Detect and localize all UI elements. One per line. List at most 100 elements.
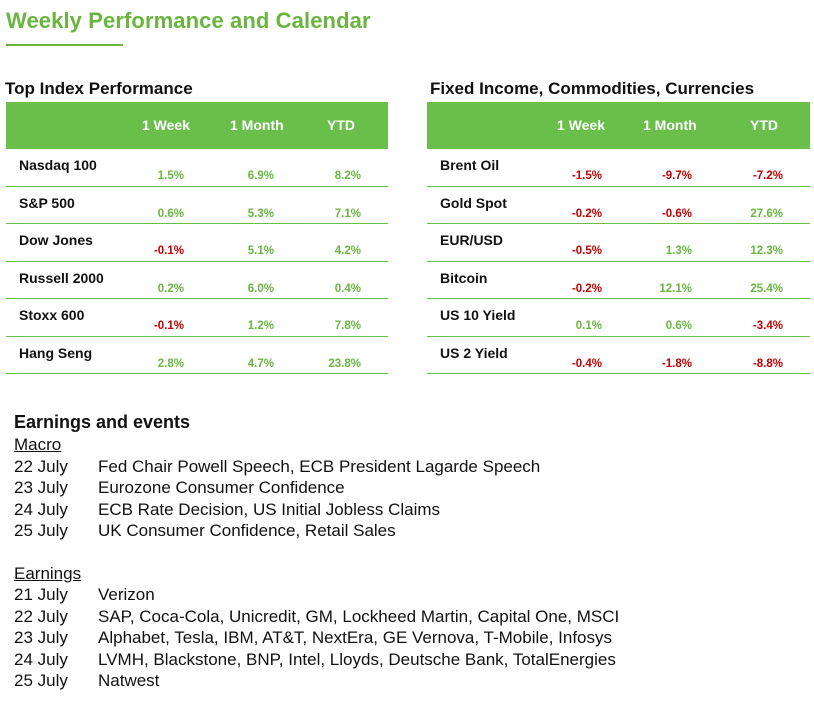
event-text: Eurozone Consumer Confidence (98, 478, 345, 497)
event-date: 23 July (14, 478, 68, 497)
value-1-month: 12.1% (659, 282, 692, 295)
row-name: Brent Oil (440, 157, 500, 173)
value-1-month: 4.7% (247, 357, 274, 370)
table-row: Stoxx 600 -0.1% 1.2% 7.8% (6, 299, 388, 337)
value-1-month: -9.7% (661, 170, 692, 182)
fixed-income-table: 1 Week 1 Month YTD Brent Oil -1.5% -9.7% -7… (427, 102, 810, 374)
value-1-month: 6.0% (247, 282, 274, 295)
value-1-month: 1.2% (247, 320, 274, 332)
list-item: 25 July Natwest (14, 670, 804, 692)
fixed-table-heading: Fixed Income, Commodities, Currencies (430, 79, 755, 98)
value-ytd: 7.8% (334, 320, 361, 332)
value-1-week: -0.4% (571, 357, 602, 370)
value-1-week: -0.5% (571, 245, 602, 257)
event-text: Fed Chair Powell Speech, ECB President L… (98, 456, 541, 476)
table-row: Dow Jones -0.1% 5.1% 4.2% (6, 224, 388, 262)
row-name: US 10 Yield (440, 307, 516, 323)
table-row: Russell 2000 0.2% 6.0% 0.4% (6, 262, 388, 299)
row-name: S&P 500 (19, 194, 75, 211)
row-name: Russell 2000 (19, 269, 104, 286)
value-1-month: 5.3% (247, 207, 274, 220)
title-underline (6, 44, 123, 46)
event-date: 22 July (14, 606, 68, 626)
row-name: EUR/USD (440, 232, 504, 248)
column-header-ytd: YTD (750, 117, 778, 133)
earnings-events-section: Earnings and events Macro 22 July Fed Cha… (14, 410, 804, 692)
value-1-month: -0.6% (661, 207, 692, 220)
value-1-week: -0.1% (153, 320, 184, 332)
index-performance-table: 1 Week 1 Month YTD Nasdaq 100 1.5% 6.9% 8.2… (6, 102, 388, 374)
table-header-row: 1 Week 1 Month YTD (6, 102, 388, 149)
macro-label: Macro (14, 435, 62, 454)
table-row: Brent Oil -1.5% -9.7% -7.2% (427, 149, 810, 187)
value-1-month: 5.1% (247, 245, 274, 257)
table-row: S&P 500 0.6% 5.3% 7.1% (6, 187, 388, 224)
column-header-1-week: 1 Week (142, 117, 190, 133)
list-item: 24 July ECB Rate Decision, US Initial Job… (14, 499, 804, 521)
value-ytd: 7.1% (334, 207, 361, 220)
value-ytd: 0.4% (334, 282, 361, 295)
value-1-week: -0.2% (571, 207, 602, 220)
column-header-ytd: YTD (327, 117, 355, 133)
list-item: 23 July Eurozone Consumer Confidence (14, 477, 804, 499)
value-1-week: -1.5% (571, 170, 602, 182)
list-item: 25 July UK Consumer Confidence, Retail Sa… (14, 520, 804, 542)
value-ytd: -7.2% (752, 170, 783, 182)
value-1-week: -0.2% (571, 282, 602, 295)
macro-list: 22 July Fed Chair Powell Speech, ECB Pres… (14, 456, 804, 542)
value-1-week: 0.1% (575, 320, 602, 332)
event-date: 25 July (14, 521, 68, 540)
column-header-1-month: 1 Month (643, 117, 697, 133)
table-row: Nasdaq 100 1.5% 6.9% 8.2% (6, 149, 388, 187)
event-text: Natwest (98, 671, 160, 690)
event-text: Alphabet, Tesla, IBM, AT&T, NextEra, GE … (98, 628, 613, 647)
event-date: 24 July (14, 499, 68, 519)
value-1-week: 0.6% (157, 207, 184, 220)
list-item: 23 July Alphabet, Tesla, IBM, AT&T, NextE… (14, 627, 804, 649)
table-row: US 2 Yield -0.4% -1.8% -8.8% (427, 337, 810, 374)
table-header-row: 1 Week 1 Month YTD (427, 102, 810, 149)
list-item: 21 July Verizon (14, 584, 804, 606)
list-item: 22 July SAP, Coca-Cola, Unicredit, GM, Lo… (14, 606, 804, 628)
list-item: 24 July LVMH, Blackstone, BNP, Intel, Llo… (14, 649, 804, 671)
index-table-heading: Top Index Performance (5, 79, 193, 98)
value-1-month: -1.8% (661, 357, 692, 370)
value-ytd: 27.6% (750, 207, 783, 220)
row-name: Dow Jones (19, 232, 93, 248)
event-text: SAP, Coca-Cola, Unicredit, GM, Lockheed … (98, 606, 620, 626)
event-date: 25 July (14, 671, 68, 690)
value-1-week: 2.8% (157, 357, 184, 370)
earnings-label: Earnings (14, 563, 82, 583)
table-row: Hang Seng 2.8% 4.7% 23.8% (6, 337, 388, 374)
table-row: EUR/USD -0.5% 1.3% 12.3% (427, 224, 810, 262)
row-name: Nasdaq 100 (19, 157, 97, 173)
event-text: Verizon (98, 585, 155, 604)
value-ytd: 12.3% (750, 245, 783, 257)
table-row: Bitcoin -0.2% 12.1% 25.4% (427, 262, 810, 299)
value-1-month: 0.6% (665, 320, 692, 332)
value-ytd: -8.8% (752, 357, 783, 370)
event-date: 21 July (14, 585, 68, 604)
event-text: LVMH, Blackstone, BNP, Intel, Lloyds, De… (98, 649, 616, 669)
events-title: Earnings and events (14, 412, 191, 432)
event-text: ECB Rate Decision, US Initial Jobless Cl… (98, 499, 441, 519)
row-name: US 2 Yield (440, 344, 508, 361)
column-header-1-month: 1 Month (230, 117, 284, 133)
column-header-1-week: 1 Week (557, 117, 605, 133)
row-name: Bitcoin (440, 269, 488, 286)
earnings-list: 21 July Verizon 22 July SAP, Coca-Cola, Uni… (14, 584, 804, 692)
table-row: Gold Spot -0.2% -0.6% 27.6% (427, 187, 810, 224)
value-ytd: 8.2% (334, 170, 361, 182)
event-text: UK Consumer Confidence, Retail Sales (98, 521, 396, 540)
value-1-week: -0.1% (153, 245, 184, 257)
value-ytd: -3.4% (752, 320, 783, 332)
value-ytd: 23.8% (328, 357, 361, 370)
list-item: 22 July Fed Chair Powell Speech, ECB Pres… (14, 456, 804, 478)
table-row: US 10 Yield 0.1% 0.6% -3.4% (427, 299, 810, 337)
value-1-week: 1.5% (157, 170, 184, 182)
event-date: 22 July (14, 456, 68, 476)
value-1-month: 6.9% (247, 170, 274, 182)
value-1-week: 0.2% (157, 282, 184, 295)
event-date: 23 July (14, 628, 68, 647)
row-name: Stoxx 600 (19, 307, 85, 323)
